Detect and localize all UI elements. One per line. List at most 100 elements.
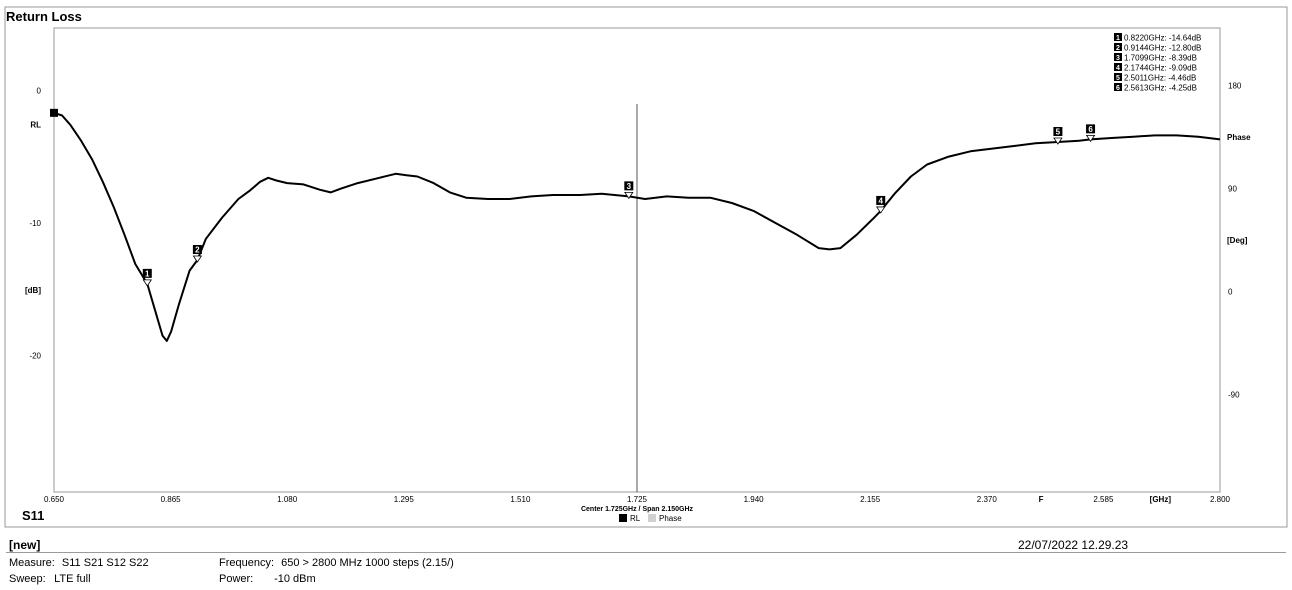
timestamp: 22/07/2022 12.29.23 <box>1018 538 1129 552</box>
marker-triangle <box>624 191 634 200</box>
legend-text: RL <box>630 514 641 523</box>
marker-5[interactable]: 5 <box>1053 127 1063 145</box>
marker-badge <box>1086 124 1096 134</box>
y2-tick-label: 0 <box>1228 288 1233 297</box>
y2-tick-label: -90 <box>1228 391 1240 400</box>
y-axis-unit: [dB] <box>25 286 41 295</box>
readout-badge <box>1114 53 1122 61</box>
readout-text: 2.5613GHz: -4.25dB <box>1124 84 1197 93</box>
frequency-row: Frequency: 650 > 2800 MHz 1000 steps (2.… <box>219 557 454 569</box>
y2-tick-label: 180 <box>1228 81 1242 90</box>
readout-id: 6 <box>1116 85 1120 92</box>
frequency-value: 650 > 2800 MHz 1000 steps (2.15/) <box>281 557 454 569</box>
readout-id: 5 <box>1116 75 1120 82</box>
trace-label: S11 <box>22 508 44 523</box>
marker-readout-2: 2 0.9144GHz: -12.80dB <box>1114 43 1201 53</box>
f-label: F <box>1039 495 1044 504</box>
y2-axis-label: Phase <box>1227 133 1251 142</box>
x-tick-label: 1.510 <box>510 495 531 504</box>
status-footer: [new] 22/07/2022 12.29.23 Measure: S11 S… <box>0 532 1292 590</box>
marker-6[interactable]: 6 <box>1085 124 1096 143</box>
x-tick-label: 0.865 <box>161 495 182 504</box>
readout-badge <box>1114 83 1122 91</box>
marker-2[interactable]: 2 <box>192 245 203 263</box>
marker-id: 3 <box>627 182 632 191</box>
power-value: -10 dBm <box>274 573 316 585</box>
marker-id: 4 <box>878 196 883 205</box>
readout-text: 0.8220GHz: -14.64dB <box>1124 34 1201 43</box>
span-text: Center 1.725GHz / Span 2.150GHz <box>581 506 694 513</box>
marker-badge <box>142 268 152 278</box>
marker-triangle <box>1085 134 1096 143</box>
marker-badge <box>1053 127 1063 137</box>
x-axis-unit: [GHz] <box>1150 495 1172 504</box>
marker-triangle <box>875 206 886 214</box>
x-tick-label: 0.650 <box>44 495 65 504</box>
marker-badge <box>192 245 202 254</box>
readout-text: 0.9144GHz: -12.80dB <box>1124 44 1201 53</box>
marker-readout-4: 4 2.1744GHz: -9.09dB <box>1114 63 1197 73</box>
x-tick-label: 2.370 <box>977 495 998 504</box>
measure-label: Measure: <box>9 557 55 569</box>
readout-text: 1.7099GHz: -8.39dB <box>1124 54 1197 63</box>
return-loss-chart: RL [dB] 0 -10 -20 Phase [Deg] 180 90 0 -90 0.650 0.8… <box>4 6 1288 528</box>
marker-4[interactable]: 4 <box>875 195 886 214</box>
readout-badge <box>1114 33 1122 41</box>
readout-id: 3 <box>1116 55 1120 62</box>
marker-readout-3: 3 1.7099GHz: -8.39dB <box>1114 53 1197 63</box>
marker-badge <box>624 181 634 191</box>
legend-item-phase: Phase <box>648 514 682 523</box>
trace-start-marker <box>50 108 58 117</box>
readout-badge <box>1114 43 1122 51</box>
marker-triangle <box>192 255 203 263</box>
measure-value: S11 S21 S12 S22 <box>61 557 149 569</box>
x-tick-label: 1.725 <box>627 495 648 504</box>
sweep-value: LTE full <box>54 573 91 585</box>
readout-id: 1 <box>1116 35 1120 42</box>
measure-row: Measure: S11 S21 S12 S22 <box>9 557 149 569</box>
y-tick-label: 0 <box>37 86 42 95</box>
x-tick-label: 1.940 <box>744 495 765 504</box>
x-tick-label: 2.800 <box>1210 495 1231 504</box>
power-row: Power: -10 dBm <box>219 573 316 585</box>
marker-id: 6 <box>1088 125 1093 134</box>
marker-id: 5 <box>1056 128 1061 137</box>
marker-badge <box>876 195 886 205</box>
legend-item-rl: RL <box>619 514 641 523</box>
readout-badge <box>1114 63 1122 71</box>
sweep-label: Sweep: <box>9 573 46 585</box>
x-tick-label: 2.155 <box>860 495 881 504</box>
marker-1[interactable]: 1 <box>142 268 153 287</box>
marker-readout-6: 6 2.5613GHz: -4.25dB <box>1114 83 1197 93</box>
readout-badge <box>1114 73 1122 81</box>
marker-3[interactable]: 3 <box>624 181 634 200</box>
sweep-row: Sweep: LTE full <box>9 573 91 585</box>
marker-readout-1: 1 0.8220GHz: -14.64dB <box>1114 33 1201 43</box>
readout-id: 2 <box>1116 45 1120 52</box>
chart-title: Return Loss <box>6 9 82 24</box>
rl-trace-line <box>53 111 1221 342</box>
legend-swatch <box>648 514 656 522</box>
legend-swatch <box>619 514 627 522</box>
y2-tick-label: 90 <box>1228 184 1237 193</box>
y2-axis-unit: [Deg] <box>1227 236 1248 245</box>
x-tick-label: 1.295 <box>394 495 415 504</box>
marker-triangle <box>142 279 153 287</box>
legend-text: Phase <box>659 514 682 523</box>
frequency-label: Frequency: <box>219 557 275 569</box>
readout-id: 4 <box>1116 65 1120 72</box>
panel-frame <box>4 6 1288 528</box>
chart-panel: RL [dB] 0 -10 -20 Phase [Deg] 180 90 0 -90 0.650 0.8… <box>4 6 1288 528</box>
power-label: Power: <box>219 573 254 585</box>
marker-id: 1 <box>145 269 150 278</box>
y-tick-label: -20 <box>29 351 41 360</box>
y-axis-label: RL <box>30 120 41 129</box>
readout-text: 2.1744GHz: -9.09dB <box>1124 64 1197 73</box>
marker-triangle <box>1053 137 1063 145</box>
mode-label: [new] <box>9 538 41 552</box>
readout-text: 2.5011GHz: -4.46dB <box>1124 74 1196 83</box>
marker-id: 2 <box>195 246 200 255</box>
x-tick-label: 2.585 <box>1093 495 1114 504</box>
footer-divider <box>6 552 1286 553</box>
x-tick-label: 1.080 <box>277 495 298 504</box>
